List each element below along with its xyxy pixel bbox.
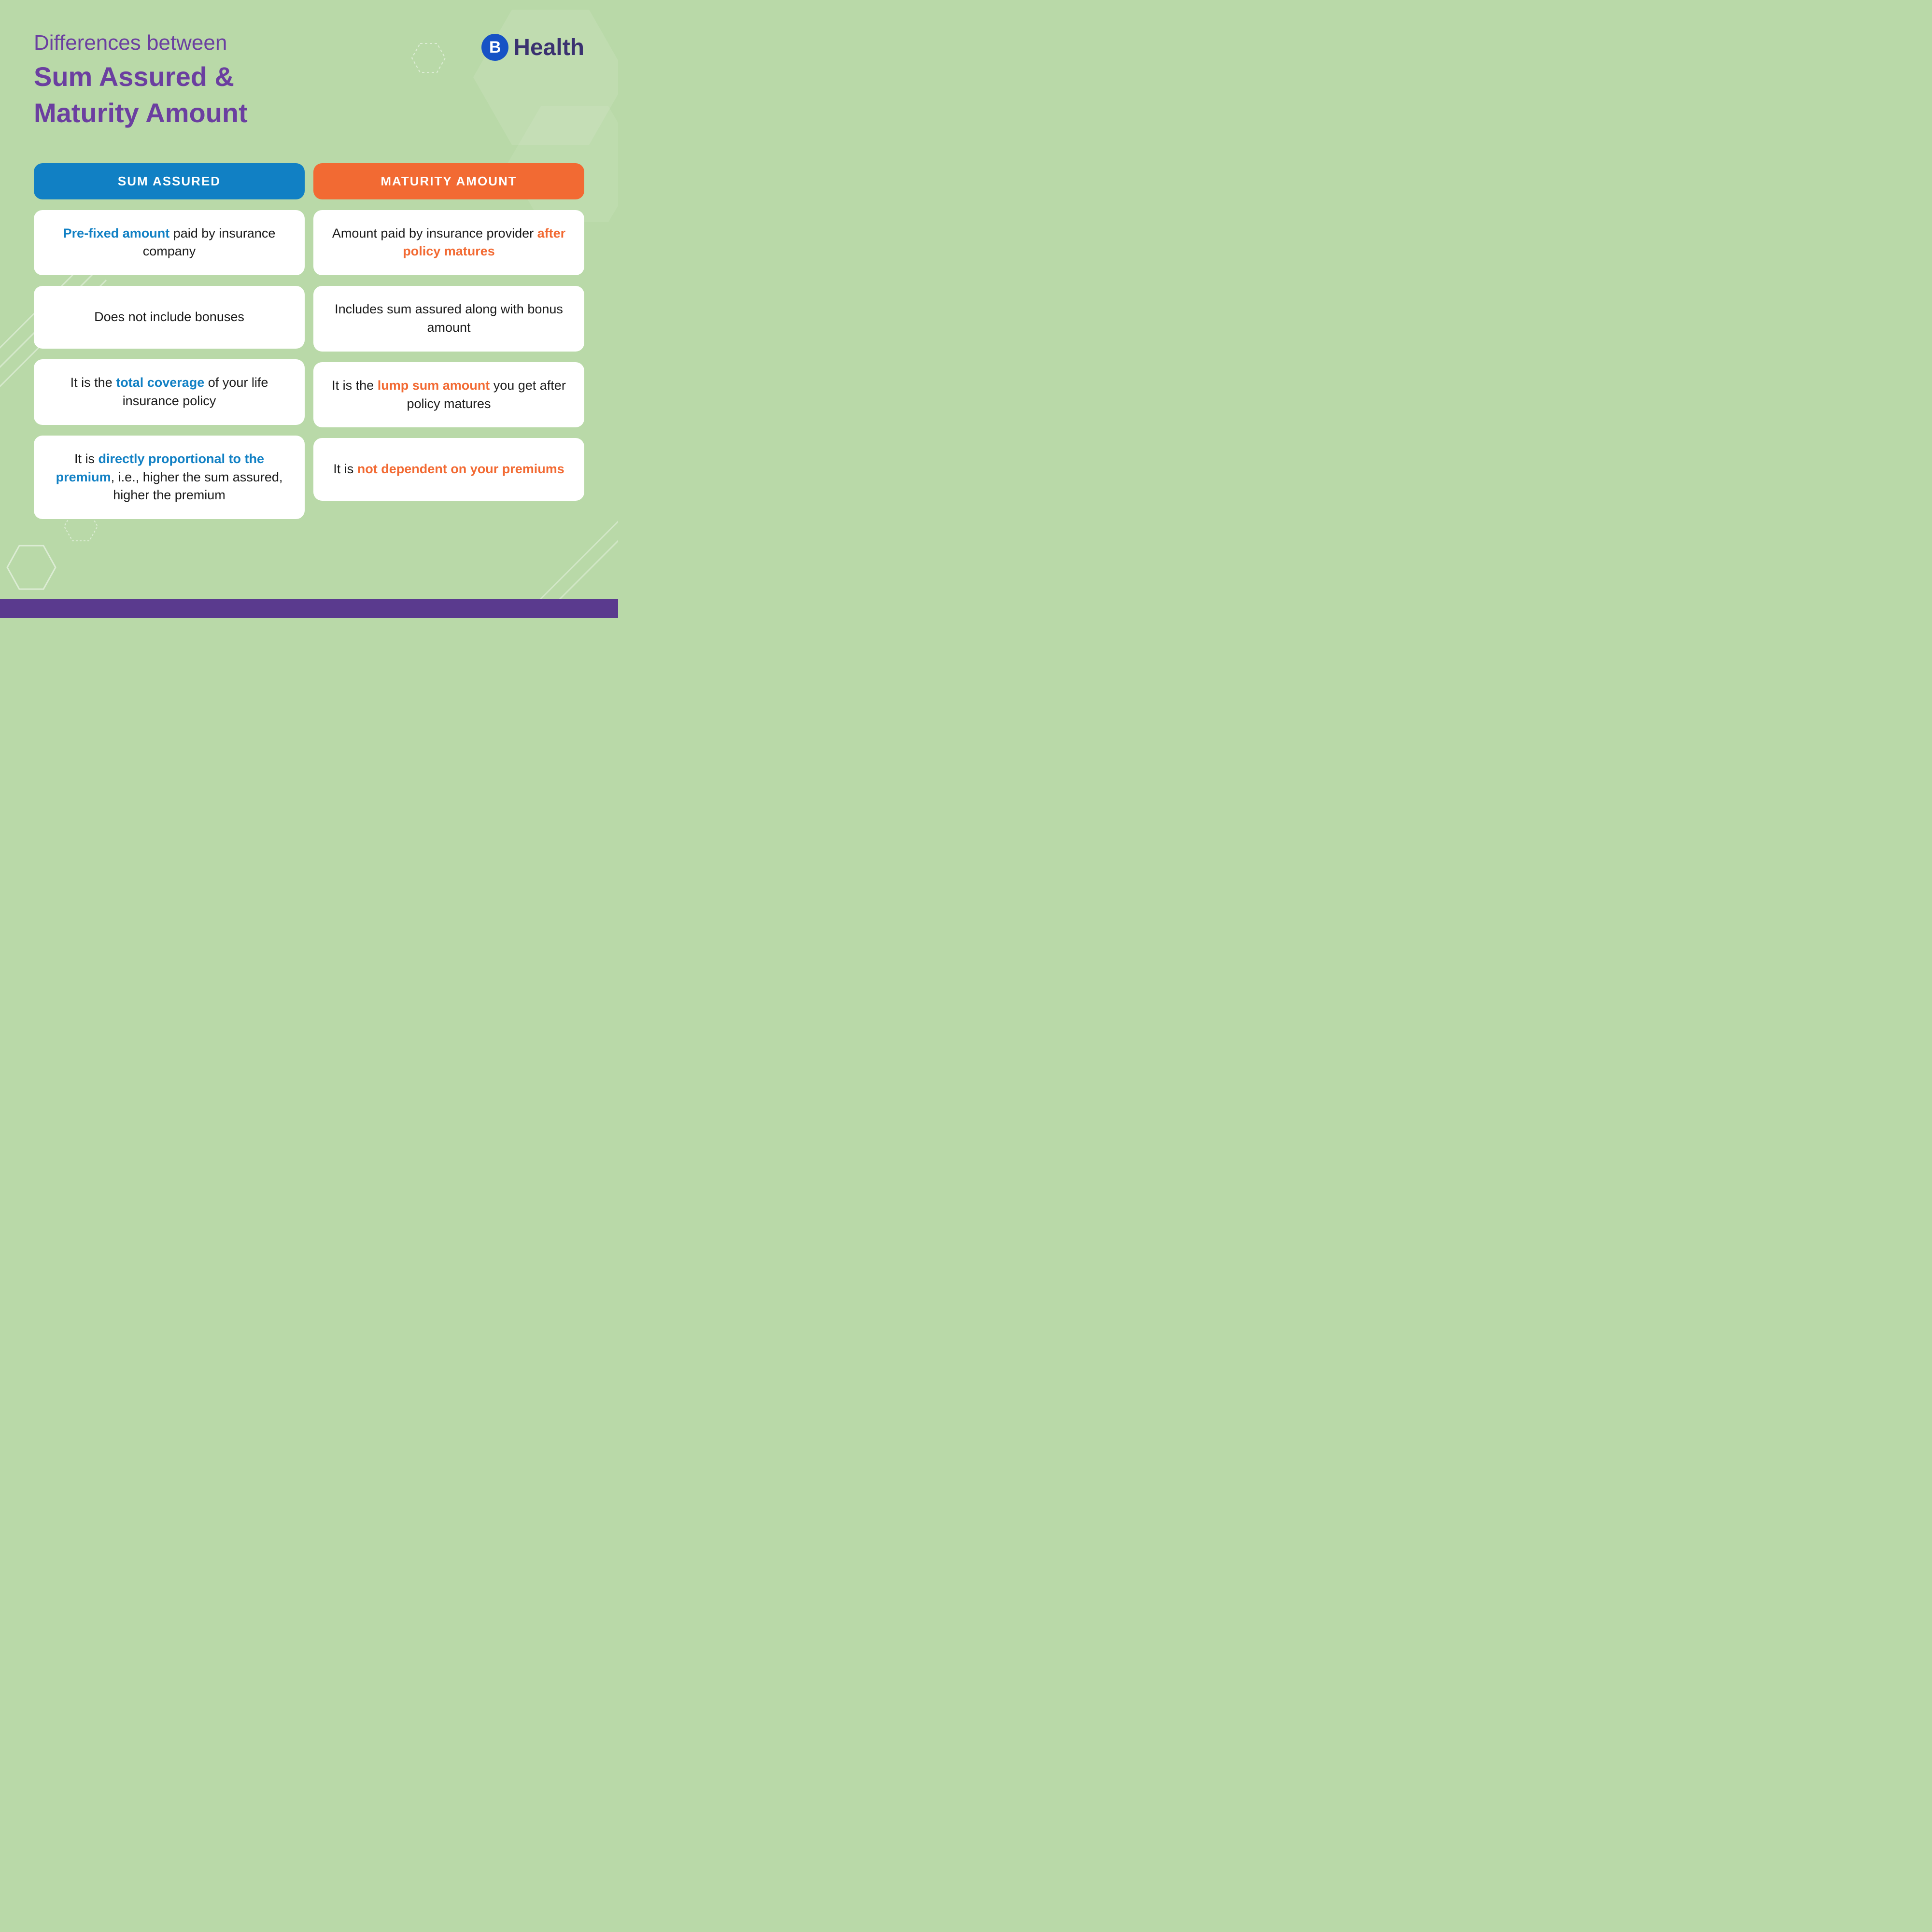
logo-circle-icon: B (481, 34, 508, 61)
table-cell-left: Pre-fixed amount paid by insurance compa… (34, 210, 305, 276)
title-block: Differences between Sum Assured & Maturi… (34, 29, 248, 129)
title-line-2: Sum Assured & (34, 60, 248, 93)
title-line-1: Differences between (34, 29, 248, 56)
column-maturity-amount: MATURITY AMOUNT Amount paid by insurance… (313, 163, 584, 520)
brand-logo: B Health (481, 34, 584, 61)
comparison-table: SUM ASSURED Pre-fixed amount paid by ins… (34, 163, 584, 520)
footer-bar (0, 599, 618, 618)
column-header-right: MATURITY AMOUNT (313, 163, 584, 199)
table-cell-left: It is the total coverage of your life in… (34, 359, 305, 425)
table-cell-right: It is not dependent on your premiums (313, 438, 584, 501)
column-sum-assured: SUM ASSURED Pre-fixed amount paid by ins… (34, 163, 305, 520)
column-header-left: SUM ASSURED (34, 163, 305, 199)
table-cell-right: It is the lump sum amount you get after … (313, 362, 584, 428)
header: Differences between Sum Assured & Maturi… (34, 29, 584, 129)
table-cell-right: Amount paid by insurance provider after … (313, 210, 584, 276)
table-cell-left: Does not include bonuses (34, 286, 305, 349)
title-line-3: Maturity Amount (34, 97, 248, 129)
main-container: Differences between Sum Assured & Maturi… (0, 0, 618, 618)
table-cell-left: It is directly proportional to the premi… (34, 436, 305, 519)
table-cell-right: Includes sum assured along with bonus am… (313, 286, 584, 352)
logo-text: Health (513, 34, 584, 61)
